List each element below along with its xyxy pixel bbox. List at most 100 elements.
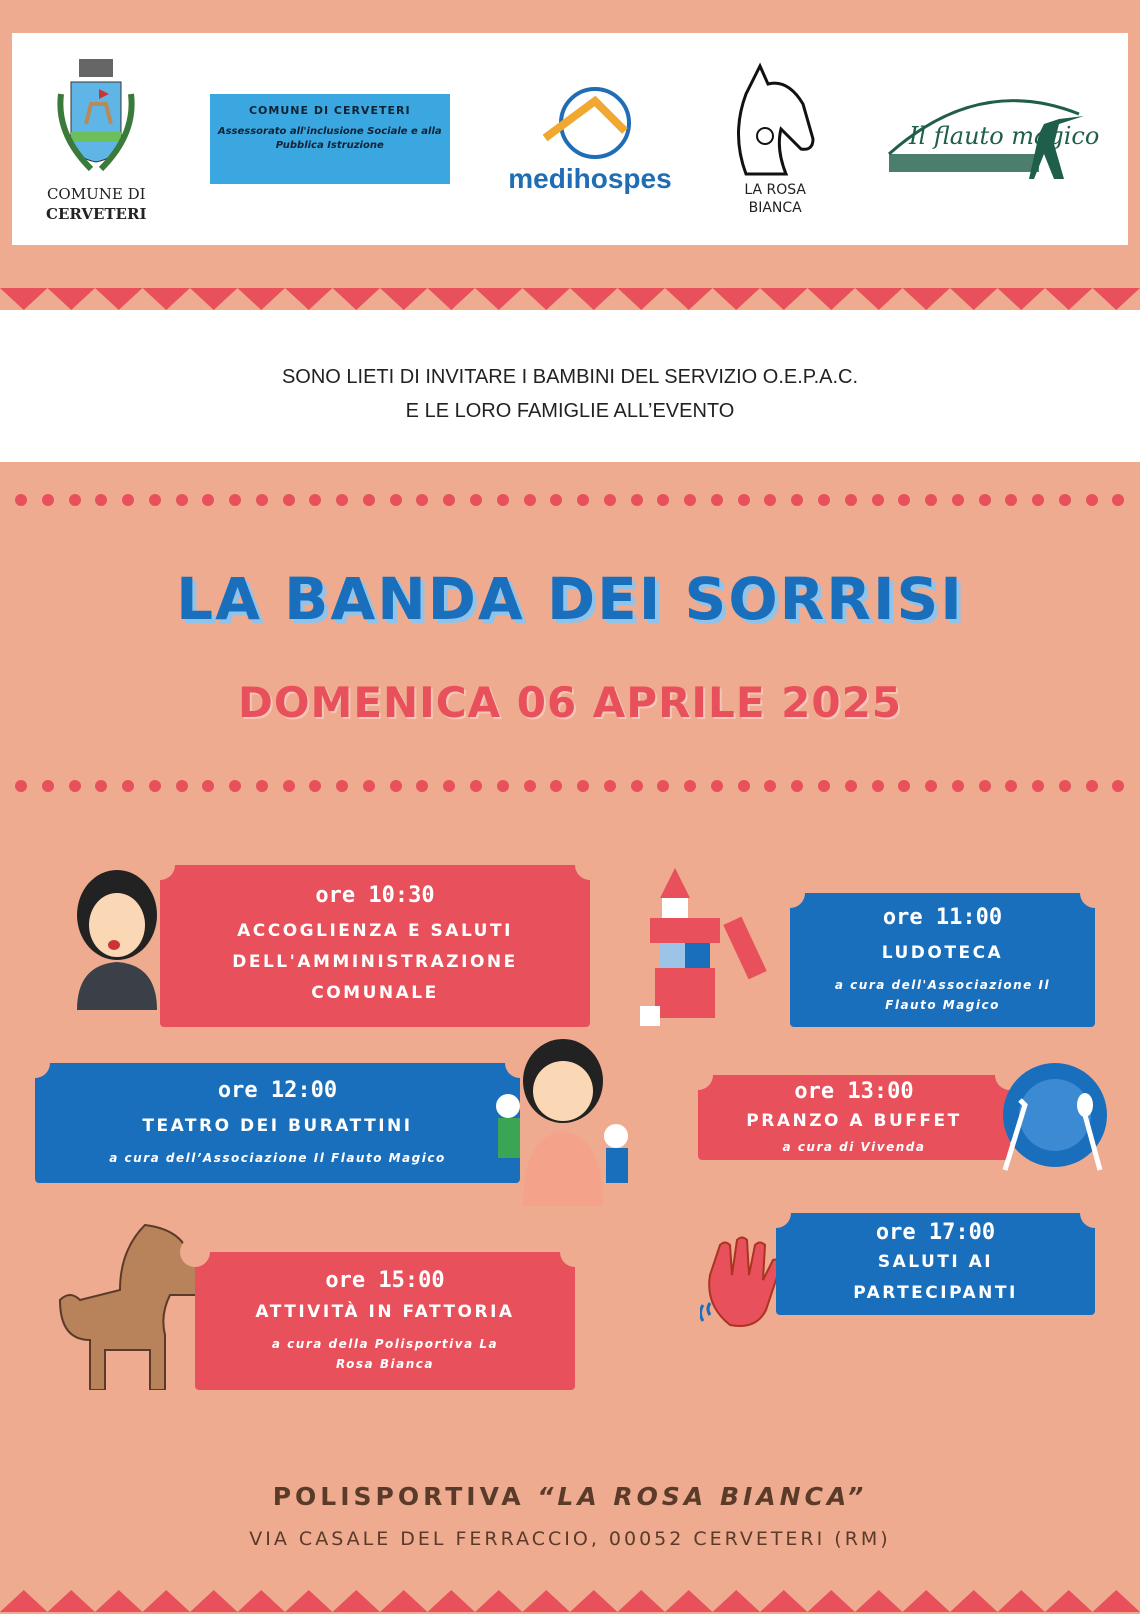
invitation-line-1: SONO LIETI DI INVITARE I BAMBINI DEL SER… xyxy=(0,360,1140,394)
decorative-dot xyxy=(336,780,348,792)
decorative-dot xyxy=(925,780,937,792)
decorative-dot xyxy=(577,780,589,792)
decorative-dot xyxy=(15,780,27,792)
event-title: LA BANDA DEI SORRISI xyxy=(0,565,1140,633)
coat-of-arms-icon xyxy=(41,54,151,184)
zigzag-triangle xyxy=(950,1590,998,1612)
schedule-activity: PRANZO A BUFFET xyxy=(746,1106,961,1137)
decorative-dot xyxy=(952,494,964,506)
zigzag-triangle xyxy=(523,288,571,310)
decorative-dot xyxy=(1005,494,1017,506)
schedule-time: ore 13:00 xyxy=(794,1079,913,1104)
decorative-dot xyxy=(845,780,857,792)
decorative-dot xyxy=(631,494,643,506)
invitation-text: SONO LIETI DI INVITARE I BAMBINI DEL SER… xyxy=(0,310,1140,462)
decorative-dot xyxy=(524,494,536,506)
medihospes-logo: medihospes xyxy=(508,83,671,195)
decorative-dot xyxy=(149,780,161,792)
zigzag-triangle xyxy=(238,1590,286,1612)
zigzag-bottom-decoration xyxy=(0,1590,1140,1614)
decorative-dot xyxy=(1059,494,1071,506)
zigzag-triangle xyxy=(475,1590,523,1612)
zigzag-triangle xyxy=(950,288,998,310)
zigzag-triangle xyxy=(190,1590,238,1612)
zigzag-triangle xyxy=(333,1590,381,1612)
decorative-dot xyxy=(657,780,669,792)
puppeteer-illustration xyxy=(488,1036,628,1206)
zigzag-triangle xyxy=(523,1590,571,1612)
zigzag-top-decoration xyxy=(0,288,1140,312)
decorative-dot xyxy=(872,494,884,506)
decorative-dot xyxy=(443,494,455,506)
schedule-card-1500: ore 15:00 ATTIVITÀ IN FATTORIA a cura de… xyxy=(195,1252,575,1390)
decorative-dot xyxy=(283,494,295,506)
venue-address: VIA CASALE DEL FERRACCIO, 00052 CERVETER… xyxy=(0,1528,1140,1550)
schedule-card-1200: ore 12:00 TEATRO DEI BURATTINI a cura de… xyxy=(35,1063,520,1183)
zigzag-triangle xyxy=(808,288,856,310)
medihospes-mark-icon xyxy=(540,83,640,163)
schedule-card-1700: ore 17:00 SALUTI AI PARTECIPANTI xyxy=(776,1213,1095,1315)
decorative-dot xyxy=(711,494,723,506)
decorative-dot xyxy=(791,494,803,506)
zigzag-triangle xyxy=(998,288,1046,310)
schedule-activity: ATTIVITÀ IN FATTORIA xyxy=(255,1297,514,1328)
schedule-card-1300: ore 13:00 PRANZO A BUFFET a cura di Vive… xyxy=(698,1075,1010,1160)
zigzag-triangle xyxy=(95,1590,143,1612)
zigzag-triangle xyxy=(1045,288,1093,310)
zigzag-triangle xyxy=(190,288,238,310)
decorative-dot xyxy=(256,494,268,506)
decorative-dot xyxy=(15,494,27,506)
decorative-dot xyxy=(764,494,776,506)
decorative-dot xyxy=(1005,780,1017,792)
decorative-dot xyxy=(711,780,723,792)
zigzag-triangle xyxy=(570,1590,618,1612)
decorative-dot xyxy=(631,780,643,792)
schedule-card-1030: ore 10:30 ACCOGLIENZA E SALUTI DELL'AMMI… xyxy=(160,865,590,1027)
decorative-dot xyxy=(202,780,214,792)
schedule-time: ore 10:30 xyxy=(315,883,434,908)
schedule-note: a cura della Polisportiva La Rosa Bianca xyxy=(255,1334,515,1374)
decorative-dot xyxy=(577,494,589,506)
decorative-dot xyxy=(443,780,455,792)
decorative-dot xyxy=(898,494,910,506)
horse-head-icon xyxy=(730,61,820,181)
toy-blocks-illustration xyxy=(640,868,790,1028)
zigzag-triangle xyxy=(0,288,48,310)
zigzag-triangle xyxy=(1045,1590,1093,1612)
decorative-dot xyxy=(416,780,428,792)
decorative-dot xyxy=(550,780,562,792)
decorative-dot xyxy=(979,494,991,506)
zigzag-triangle xyxy=(713,288,761,310)
zigzag-triangle xyxy=(855,288,903,310)
flauto-magico-logo: Il flauto magico xyxy=(879,84,1099,194)
decorative-dot xyxy=(764,780,776,792)
zigzag-triangle xyxy=(665,288,713,310)
zigzag-triangle xyxy=(1093,288,1140,310)
schedule-note: a cura dell'Associazione Il Flauto Magic… xyxy=(813,975,1073,1015)
decorative-dot xyxy=(738,780,750,792)
zigzag-triangle xyxy=(285,1590,333,1612)
decorative-dot xyxy=(845,494,857,506)
decorative-dot xyxy=(42,494,54,506)
zigzag-triangle xyxy=(0,1590,48,1612)
zigzag-triangle xyxy=(380,1590,428,1612)
decorative-dot xyxy=(925,494,937,506)
svg-text:Il flauto magico: Il flauto magico xyxy=(908,122,1099,150)
dots-divider-bottom xyxy=(15,780,1125,792)
zigzag-triangle xyxy=(333,288,381,310)
decorative-dot xyxy=(952,780,964,792)
decorative-dot xyxy=(69,780,81,792)
zigzag-triangle xyxy=(475,288,523,310)
decorative-dot xyxy=(149,494,161,506)
decorative-dot xyxy=(122,494,134,506)
zigzag-triangle xyxy=(428,1590,476,1612)
decorative-dot xyxy=(872,780,884,792)
assessorato-subtitle: Assessorato all'inclusione Sociale e all… xyxy=(210,125,450,153)
decorative-dot xyxy=(122,780,134,792)
decorative-dot xyxy=(604,780,616,792)
piper-silhouette-icon: Il flauto magico xyxy=(879,84,1099,194)
decorative-dot xyxy=(604,494,616,506)
dots-divider-top xyxy=(15,494,1125,506)
